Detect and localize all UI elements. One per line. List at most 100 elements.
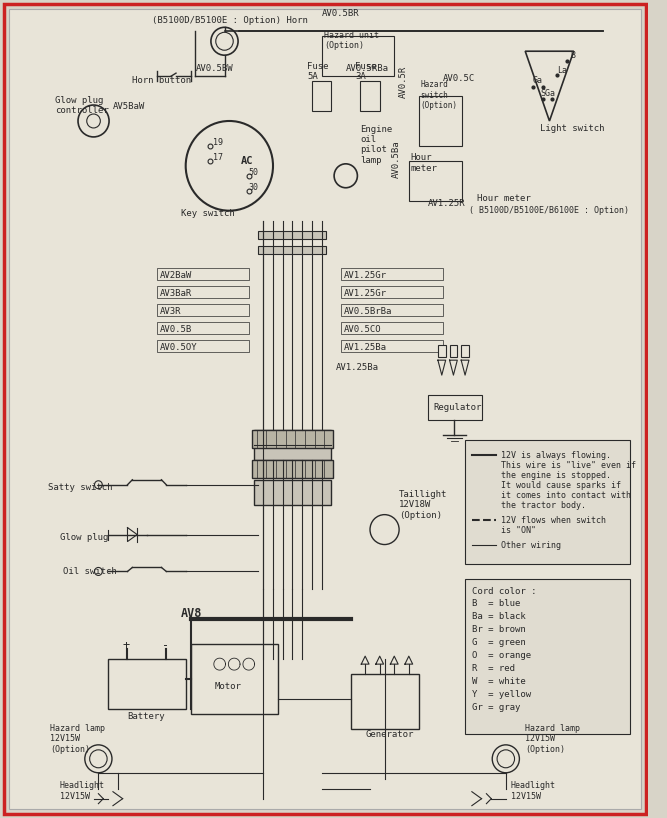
Text: AV3BaR: AV3BaR	[159, 290, 191, 299]
Text: AV1.25Ba: AV1.25Ba	[336, 363, 379, 372]
Text: AV0.5BrBa: AV0.5BrBa	[344, 308, 392, 317]
Text: it comes into contact with: it comes into contact with	[501, 491, 631, 500]
Text: 12V flows when switch: 12V flows when switch	[501, 515, 606, 524]
Text: 12V is always flowing.: 12V is always flowing.	[501, 451, 611, 460]
Text: ( B5100D/B5100E/B6100E : Option): ( B5100D/B5100E/B6100E : Option)	[469, 205, 629, 214]
Text: AV0.5R: AV0.5R	[399, 65, 408, 98]
Text: AV0.5BR: AV0.5BR	[321, 9, 359, 18]
Bar	[157, 322, 249, 335]
Text: Headlight
12V15W: Headlight 12V15W	[511, 781, 556, 801]
Bar	[108, 659, 185, 709]
Bar	[461, 345, 469, 357]
Text: 30: 30	[249, 182, 259, 191]
Text: Key switch: Key switch	[181, 209, 235, 218]
Bar	[438, 345, 446, 357]
Text: AV0.5RBa: AV0.5RBa	[346, 64, 389, 73]
Text: Br = brown: Br = brown	[472, 625, 526, 634]
Text: AV0.5BW: AV0.5BW	[195, 64, 233, 73]
Bar	[341, 304, 443, 317]
Text: Hazard lamp
12V15W
(Option): Hazard lamp 12V15W (Option)	[525, 724, 580, 754]
Text: Ga: Ga	[533, 76, 543, 85]
Text: Taillight
12V18W
(Option): Taillight 12V18W (Option)	[399, 490, 448, 519]
Text: Engine
oil
pilot
lamp: Engine oil pilot lamp	[360, 124, 393, 165]
Text: Other wiring: Other wiring	[501, 541, 561, 550]
Bar	[258, 231, 326, 239]
Text: 19: 19	[213, 138, 223, 147]
Bar	[157, 304, 249, 317]
Bar	[251, 430, 333, 448]
Text: Y  = yellow: Y = yellow	[472, 690, 531, 699]
Text: AV0.5Ba: AV0.5Ba	[392, 140, 402, 178]
Text: AV1.25Ba: AV1.25Ba	[344, 344, 387, 353]
Text: Gr = gray: Gr = gray	[472, 703, 520, 712]
Text: R  = red: R = red	[472, 664, 515, 673]
Text: B  = blue: B = blue	[472, 600, 520, 609]
Text: AV5BaW: AV5BaW	[113, 102, 145, 111]
Text: G  = green: G = green	[472, 638, 526, 647]
Text: Generator: Generator	[365, 730, 414, 739]
Bar	[191, 645, 278, 714]
Bar	[450, 345, 458, 357]
Text: Glow plug: Glow plug	[59, 533, 108, 542]
Text: AV0.5CO: AV0.5CO	[344, 326, 382, 335]
Text: It would cause sparks if: It would cause sparks if	[501, 481, 621, 490]
Bar	[157, 268, 249, 281]
Bar	[321, 36, 394, 76]
Text: Glow plug
controller: Glow plug controller	[55, 96, 109, 115]
Text: AV8: AV8	[181, 607, 202, 620]
Bar	[360, 81, 380, 111]
Bar	[341, 286, 443, 299]
Text: AV2BaW: AV2BaW	[159, 272, 191, 281]
Bar	[157, 340, 249, 353]
Text: AV3R: AV3R	[159, 308, 181, 317]
Bar	[258, 245, 326, 254]
Text: AV1.25Gr: AV1.25Gr	[344, 272, 387, 281]
Text: Headlight
12V15W: Headlight 12V15W	[59, 781, 105, 801]
Text: (B5100D/B5100E : Option) Horn: (B5100D/B5100E : Option) Horn	[152, 16, 307, 25]
Text: AV0.5OY: AV0.5OY	[159, 344, 197, 353]
Text: Regulator: Regulator	[433, 403, 482, 412]
Bar	[311, 81, 331, 111]
Text: Ba = black: Ba = black	[472, 613, 526, 622]
Text: 50: 50	[249, 168, 259, 177]
Bar	[253, 480, 331, 505]
Bar	[418, 96, 462, 146]
Text: This wire is "live" even if: This wire is "live" even if	[501, 461, 636, 470]
Text: Fuse
3A: Fuse 3A	[356, 61, 377, 81]
Text: 17: 17	[213, 153, 223, 162]
Text: Hour meter: Hour meter	[477, 194, 530, 203]
Text: Battery: Battery	[127, 712, 165, 721]
Text: Motor: Motor	[215, 682, 241, 691]
Bar	[157, 286, 249, 299]
Text: AV0.5C: AV0.5C	[443, 74, 475, 83]
Text: AC: AC	[241, 156, 253, 166]
Text: AV1.25Gr: AV1.25Gr	[344, 290, 387, 299]
Text: Fuse
5A: Fuse 5A	[307, 61, 328, 81]
Text: -: -	[163, 639, 169, 652]
Text: AV0.5B: AV0.5B	[159, 326, 191, 335]
Text: SGa: SGa	[541, 89, 556, 98]
Bar	[351, 674, 418, 729]
Text: AV1.25R: AV1.25R	[428, 199, 466, 208]
FancyBboxPatch shape	[465, 579, 630, 734]
Text: is "ON": is "ON"	[501, 526, 536, 535]
Text: Hazard unit
(Option): Hazard unit (Option)	[324, 31, 380, 50]
Text: O  = orange: O = orange	[472, 651, 531, 660]
Text: Horn button: Horn button	[132, 76, 191, 85]
Text: Satty switch: Satty switch	[48, 483, 113, 492]
Bar	[251, 460, 333, 478]
Text: the engine is stopped.: the engine is stopped.	[501, 471, 611, 480]
Text: Hazard
switch
(Option): Hazard switch (Option)	[420, 80, 458, 110]
Bar	[253, 430, 331, 460]
Text: the tractor body.: the tractor body.	[501, 501, 586, 510]
FancyBboxPatch shape	[465, 440, 630, 564]
Bar	[341, 322, 443, 335]
Text: Hour
meter: Hour meter	[411, 154, 438, 173]
Text: Oil switch: Oil switch	[63, 568, 116, 577]
Text: Cord color :: Cord color :	[472, 587, 536, 596]
Text: +: +	[123, 639, 130, 652]
Bar	[428, 395, 482, 420]
Text: La: La	[557, 66, 567, 75]
Bar	[341, 340, 443, 353]
Text: Light switch: Light switch	[540, 124, 604, 133]
